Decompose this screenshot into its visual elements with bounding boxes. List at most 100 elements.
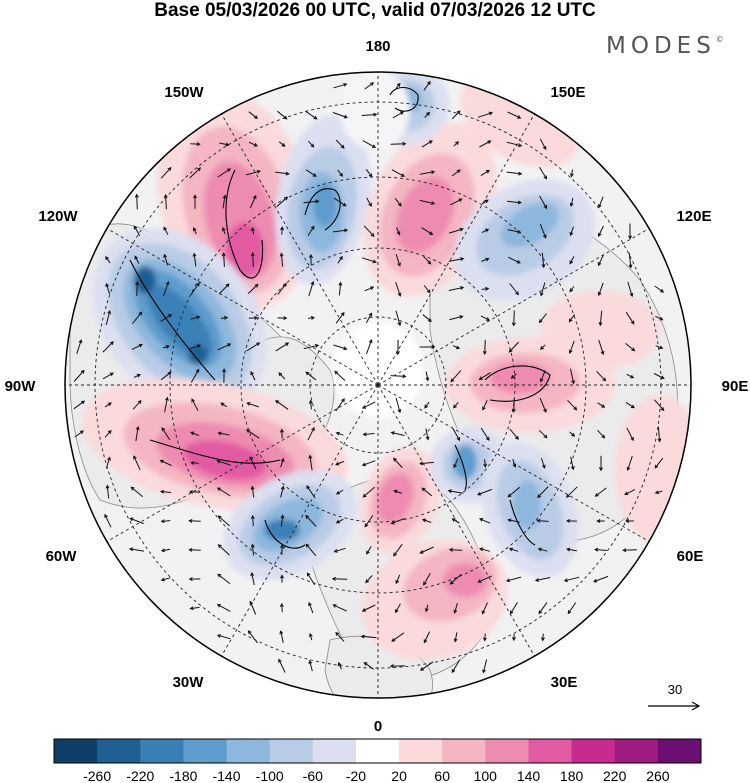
- wind-vector: [450, 370, 462, 383]
- wind-vector: [511, 633, 516, 642]
- anomaly-positive-labrador-4: [183, 440, 267, 480]
- wind-vector: [305, 110, 318, 120]
- wind-vector: [393, 489, 402, 494]
- wind-vector: [307, 426, 315, 441]
- wind-vector: [188, 577, 201, 582]
- wind-vector: [361, 257, 377, 264]
- wind-vector: [105, 310, 112, 326]
- wind-vector: [392, 111, 404, 119]
- wind-vector: [539, 224, 547, 239]
- wind-vector: [135, 281, 140, 296]
- colorbar-swatch: [183, 739, 228, 763]
- colorbar-tick-label: -60: [303, 768, 323, 783]
- wind-vector: [162, 345, 170, 349]
- colorbar-swatch: [226, 739, 271, 763]
- wind-vector: [130, 486, 144, 498]
- map-title: Base 05/03/2026 00 UTC, valid 07/03/2026…: [154, 0, 596, 21]
- wind-vector: [392, 457, 403, 468]
- wind-vector: [245, 169, 261, 176]
- wind-vector: [507, 111, 522, 119]
- reference-vector-arrow: [648, 701, 701, 711]
- wind-vector: [104, 513, 112, 528]
- wind-vector: [331, 576, 348, 581]
- wind-vector: [160, 519, 171, 524]
- wind-vector: [569, 256, 575, 265]
- wind-vector: [569, 226, 574, 237]
- wind-vector: [569, 368, 575, 385]
- wind-vector: [105, 282, 111, 295]
- wind-vector: [421, 140, 433, 148]
- wind-vector: [597, 225, 604, 238]
- wind-vector: [538, 313, 547, 324]
- wind-vector: [220, 402, 228, 408]
- wind-vector: [477, 575, 493, 583]
- wind-vector: [279, 252, 284, 267]
- wind-vector: [423, 255, 432, 265]
- contour-line: [389, 86, 419, 112]
- lon-label-90e: 90E: [722, 378, 749, 395]
- wind-vector: [598, 455, 603, 472]
- wind-vector: [250, 514, 255, 527]
- wind-vector: [190, 142, 201, 147]
- wind-vector: [364, 515, 374, 528]
- colorbar-tick-label: -20: [346, 768, 366, 783]
- colorbar-tick-label: -220: [126, 768, 154, 783]
- wind-vector: [569, 286, 575, 293]
- wind-vector: [424, 604, 429, 613]
- wind-vector: [625, 311, 635, 325]
- wind-vector: [419, 546, 434, 554]
- wind-vector: [453, 458, 459, 469]
- contour-lines: [129, 86, 551, 549]
- wind-vector: [332, 112, 348, 119]
- wind-vector: [160, 577, 171, 582]
- wind-vector: [540, 457, 546, 469]
- contour-line: [225, 169, 264, 279]
- wind-vector: [280, 544, 285, 555]
- wind-vector: [507, 229, 522, 234]
- wind-vector: [540, 633, 545, 642]
- wind-vector: [191, 398, 199, 412]
- wind-vector: [423, 572, 431, 586]
- wind-vector: [308, 140, 315, 148]
- anomaly-positive-europe-3: [443, 563, 487, 597]
- lon-label-150e: 150E: [550, 84, 585, 101]
- anomaly-positive-csiberia-3: [490, 362, 550, 394]
- wind-vector: [534, 577, 551, 582]
- wind-vector: [308, 280, 315, 297]
- wind-vector: [597, 282, 604, 297]
- wind-vector: [305, 514, 317, 527]
- lon-label-150w: 150W: [164, 84, 204, 101]
- wind-vector: [190, 460, 199, 465]
- wind-vector: [393, 543, 403, 557]
- wind-vector: [453, 602, 458, 614]
- lon-label-90w: 90W: [5, 378, 37, 395]
- wind-vector: [506, 171, 523, 176]
- colorbar-swatch: [97, 739, 141, 763]
- wind-vector: [280, 574, 284, 583]
- wind-vector: [333, 344, 348, 351]
- wind-vector: [364, 82, 375, 90]
- contour-line: [484, 365, 551, 402]
- wind-vector: [653, 399, 665, 412]
- wind-vector: [569, 169, 574, 178]
- wind-vector: [565, 486, 578, 498]
- wind-vector: [394, 197, 402, 207]
- wind-vector: [333, 547, 346, 553]
- wind-vector: [448, 286, 465, 291]
- wind-vector: [188, 518, 201, 523]
- wind-vector: [160, 548, 171, 553]
- wind-vector: [481, 228, 490, 234]
- wind-vector: [569, 197, 574, 208]
- contour-line: [149, 439, 281, 464]
- wind-vector: [189, 167, 202, 179]
- wind-vector: [250, 227, 255, 235]
- wind-vector: [423, 631, 431, 644]
- wind-vector: [305, 543, 317, 557]
- wind-vector: [132, 400, 142, 410]
- wind-vector: [303, 199, 320, 204]
- wind-vector: [76, 339, 83, 355]
- wind-vector: [537, 547, 548, 552]
- colorbar-tick-label: 260: [646, 768, 670, 783]
- wind-vector: [163, 253, 169, 266]
- wind-vector: [597, 402, 606, 408]
